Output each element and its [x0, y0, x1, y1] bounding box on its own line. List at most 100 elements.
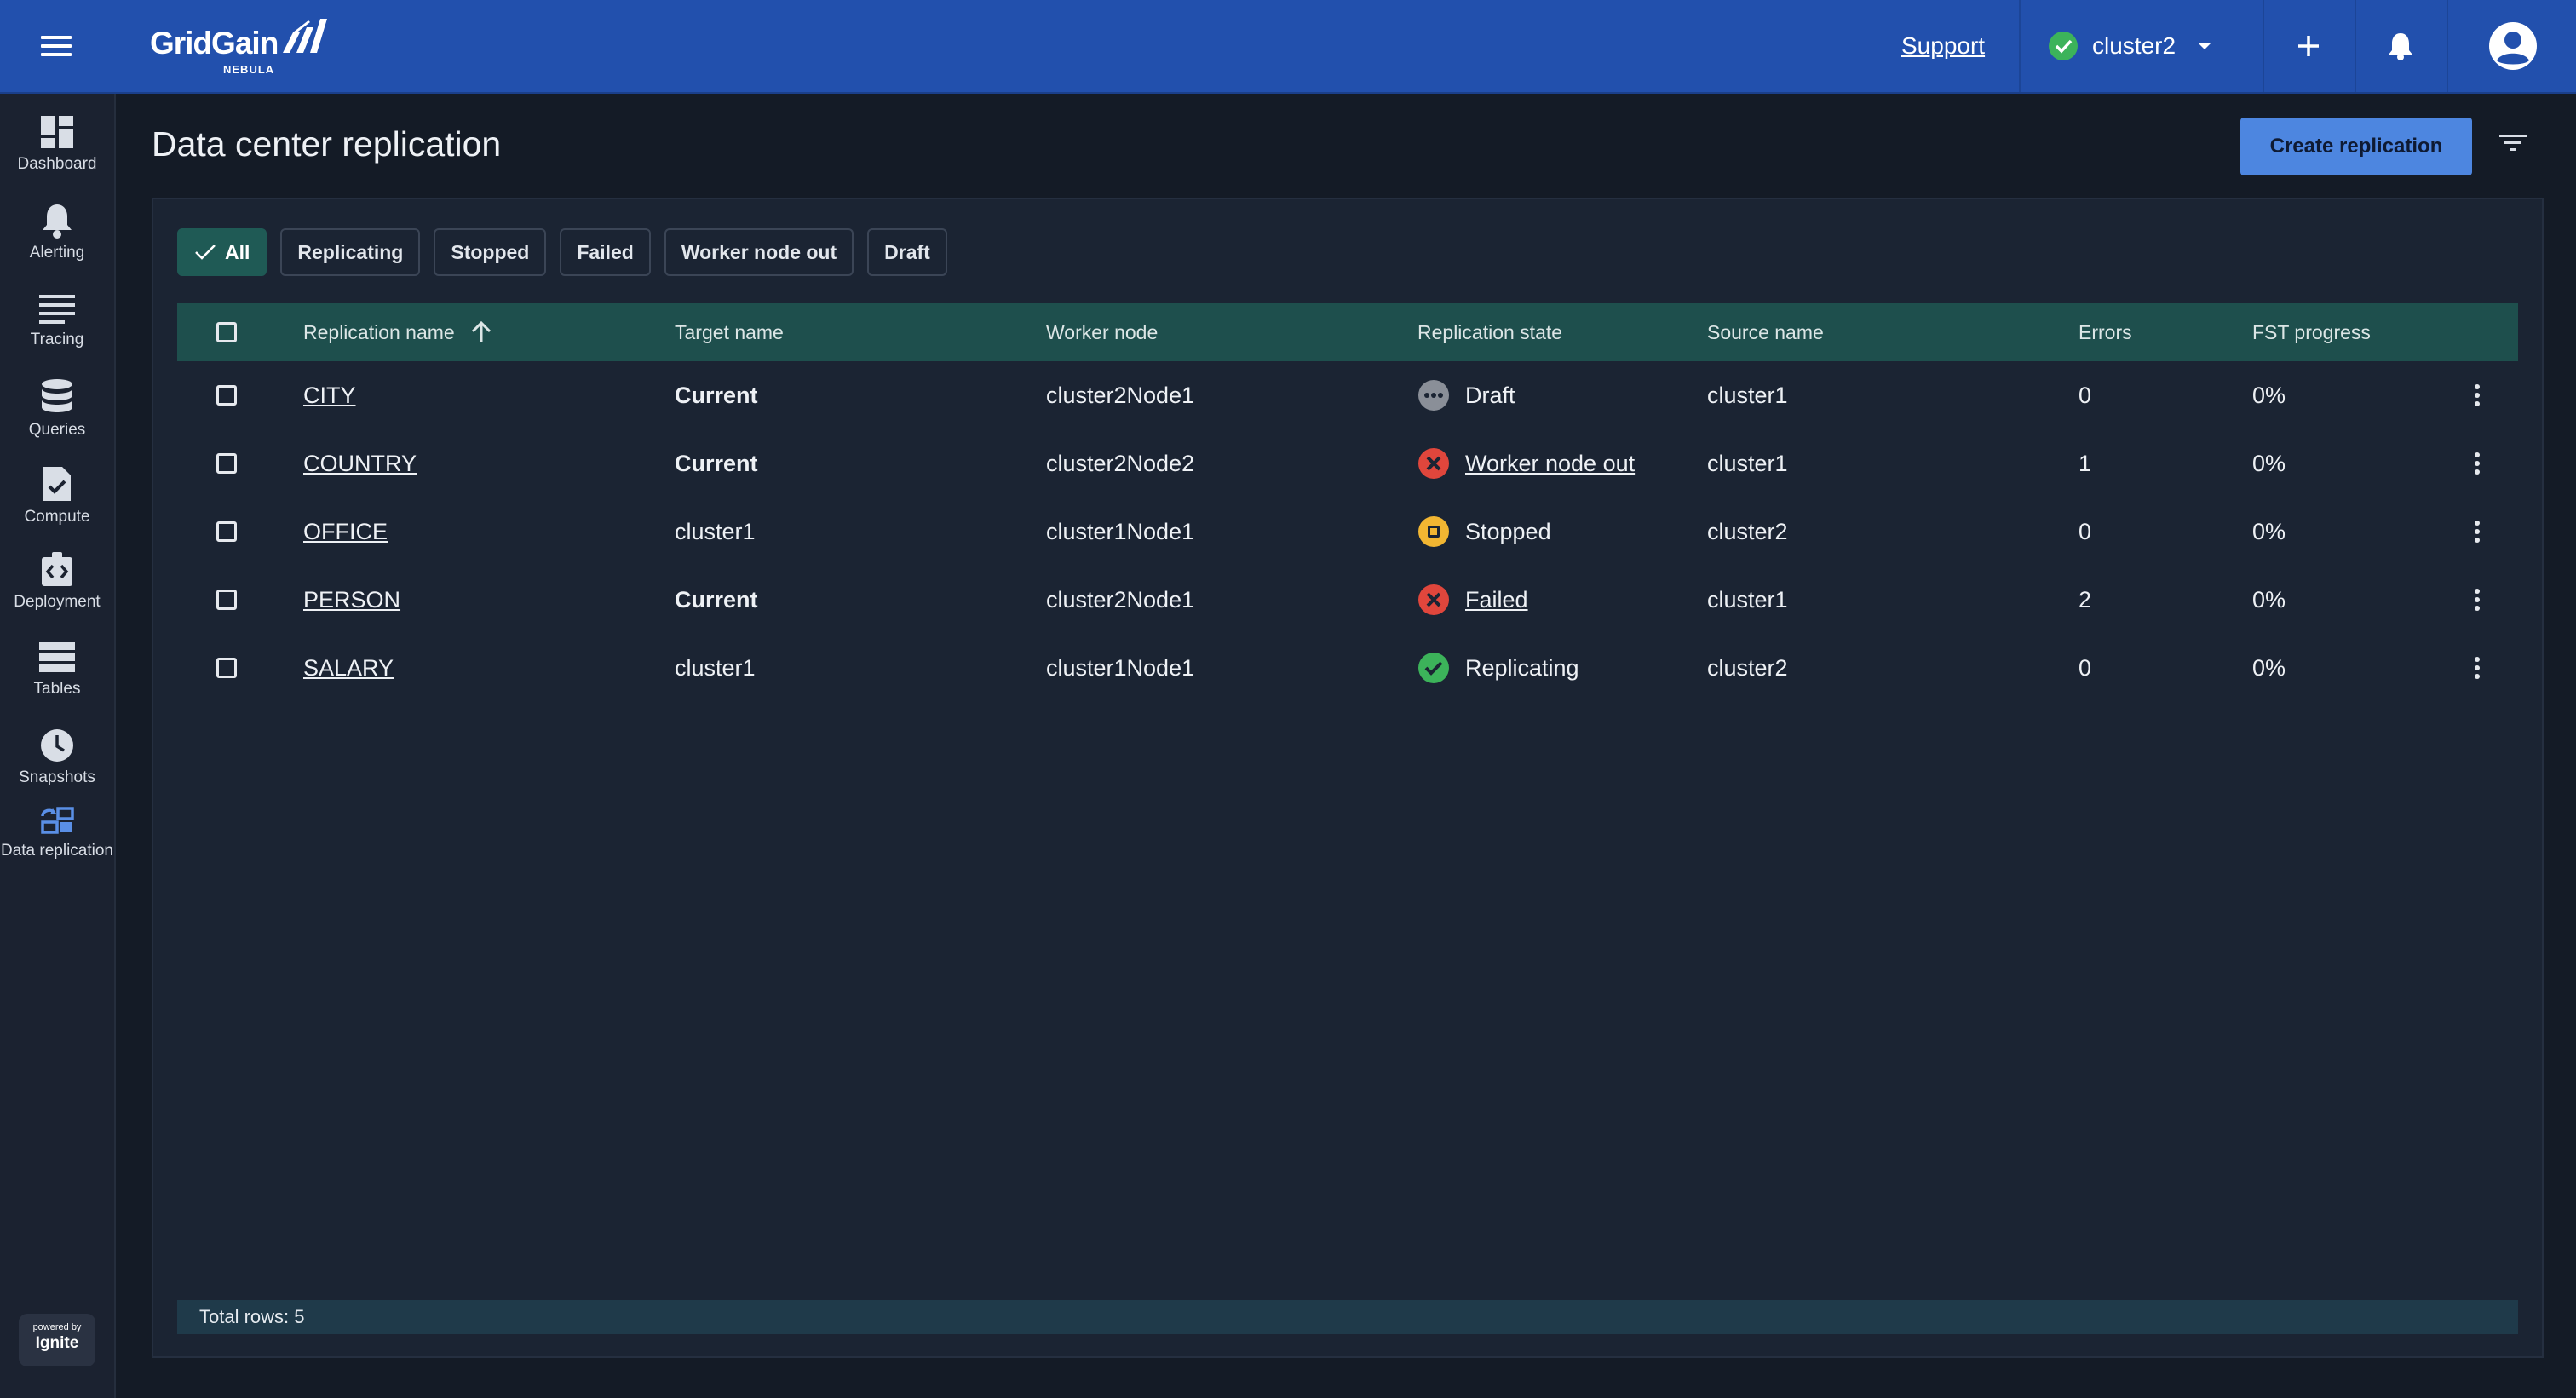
ignite-brand: Ignite [35, 1334, 79, 1352]
add-icon[interactable] [2286, 24, 2331, 68]
column-header-replication-state[interactable]: Replication state [1417, 303, 1562, 361]
row-checkbox[interactable] [216, 385, 237, 406]
row-actions-kebab-icon[interactable] [2474, 429, 2481, 498]
divider [2019, 0, 2021, 92]
row-checkbox[interactable] [216, 590, 237, 610]
cluster-name: cluster2 [2092, 32, 2176, 59]
replication-state: Stopped [1417, 498, 1551, 566]
check-circle-icon [2049, 32, 2078, 60]
chip-label: Failed [577, 240, 634, 263]
sidebar-item-tables[interactable]: Tables [0, 641, 114, 699]
sidebar-item-label: Tracing [30, 331, 84, 348]
replication-name-link[interactable]: OFFICE [303, 518, 388, 544]
column-header-fst-progress[interactable]: FST progress [2252, 303, 2371, 361]
powered-by-ignite-logo[interactable]: powered by Ignite [19, 1314, 95, 1366]
deployment-icon [42, 552, 72, 586]
table-footer: Total rows: 5 [177, 1300, 2518, 1334]
filter-icon[interactable] [2499, 133, 2527, 153]
errors-count: 0 [2079, 382, 2092, 408]
worker-node: cluster2Node2 [1046, 450, 1195, 476]
sidebar-item-queries[interactable]: Queries [0, 378, 114, 440]
target-name: Current [675, 450, 758, 476]
logo-text: GridGain [150, 26, 279, 60]
fst-progress: 0% [2252, 654, 2286, 681]
dashboard-icon [41, 116, 73, 148]
sidebar-item-compute[interactable]: Compute [0, 465, 114, 526]
state-link[interactable]: Worker node out [1465, 450, 1636, 476]
replication-icon [41, 807, 74, 834]
sidebar-item-label: Snapshots [19, 768, 95, 786]
filter-chip-failed[interactable]: Failed [560, 228, 651, 276]
replication-state: Replicating [1417, 634, 1579, 702]
sidebar-item-deployment[interactable]: Deployment [0, 552, 114, 612]
sidebar-item-label: Data replication [0, 842, 114, 860]
sidebar-item-tracing[interactable]: Tracing [0, 291, 114, 349]
column-header-replication-name[interactable]: Replication name [303, 303, 492, 361]
row-actions-kebab-icon[interactable] [2474, 634, 2481, 702]
replication-table: Replication name Target name Worker node… [177, 303, 2518, 702]
table-row[interactable]: CITY Current cluster2Node1 Draft cluster… [177, 361, 2518, 429]
filter-chip-draft[interactable]: Draft [867, 228, 947, 276]
sidebar-item-alerting[interactable]: Alerting [0, 203, 114, 262]
source-name: cluster1 [1707, 586, 1788, 613]
filter-chip-replicating[interactable]: Replicating [280, 228, 421, 276]
select-all-checkbox[interactable] [216, 322, 237, 342]
notifications-bell-icon[interactable] [2378, 24, 2423, 68]
source-name: cluster1 [1707, 382, 1788, 408]
filter-chip-worker-node-out[interactable]: Worker node out [664, 228, 854, 276]
table-row[interactable]: OFFICE cluster1 cluster1Node1 Stopped cl… [177, 498, 2518, 566]
target-name: cluster1 [675, 518, 756, 544]
column-header-source-name[interactable]: Source name [1707, 303, 1824, 361]
draft-status-icon [1418, 380, 1449, 411]
column-header-target-name[interactable]: Target name [675, 303, 784, 361]
gridgain-logo[interactable]: GridGain NEBULA [150, 15, 337, 77]
column-header-label: Source name [1707, 320, 1824, 343]
column-header-worker-node[interactable]: Worker node [1046, 303, 1158, 361]
filter-chip-stopped[interactable]: Stopped [434, 228, 547, 276]
replication-name-link[interactable]: SALARY [303, 654, 394, 681]
column-header-label: Errors [2079, 320, 2132, 343]
compute-icon [43, 467, 71, 501]
menu-icon[interactable] [41, 31, 72, 61]
divider [2355, 0, 2356, 92]
table-row[interactable]: COUNTRY Current cluster2Node2 Worker nod… [177, 429, 2518, 498]
column-header-label: Replication name [303, 320, 455, 343]
filter-chip-all[interactable]: All [177, 228, 267, 276]
table-row[interactable]: SALARY cluster1 cluster1Node1 Replicatin… [177, 634, 2518, 702]
state-link[interactable]: Failed [1465, 586, 1528, 613]
cluster-selector[interactable]: cluster2 [2048, 24, 2213, 68]
chip-label: Replicating [297, 240, 404, 263]
create-replication-button[interactable]: Create replication [2240, 118, 2472, 175]
clock-icon [41, 729, 73, 762]
column-header-errors[interactable]: Errors [2079, 303, 2132, 361]
row-actions-kebab-icon[interactable] [2474, 361, 2481, 429]
sidebar-item-snapshots[interactable]: Snapshots [0, 728, 114, 787]
row-checkbox[interactable] [216, 658, 237, 678]
chevron-down-icon [2198, 43, 2212, 49]
row-checkbox[interactable] [216, 453, 237, 474]
error-status-icon [1418, 448, 1449, 479]
row-actions-kebab-icon[interactable] [2474, 498, 2481, 566]
source-name: cluster1 [1707, 450, 1788, 476]
sidebar-item-data-replication[interactable]: Data replication [0, 806, 114, 860]
sidebar-item-label: Alerting [29, 244, 85, 262]
account-avatar-icon[interactable] [2487, 20, 2539, 72]
replication-name-link[interactable]: CITY [303, 382, 356, 408]
table-row[interactable]: PERSON Current cluster2Node1 Failed clus… [177, 566, 2518, 634]
row-actions-kebab-icon[interactable] [2474, 566, 2481, 634]
replication-name-link[interactable]: COUNTRY [303, 450, 417, 476]
replication-name-link[interactable]: PERSON [303, 586, 401, 613]
source-name: cluster2 [1707, 518, 1788, 544]
row-select-cell [216, 498, 237, 566]
row-select-cell [216, 566, 237, 634]
replication-state: Draft [1417, 361, 1515, 429]
replicating-status-icon [1418, 653, 1449, 683]
sort-ascending-icon [471, 320, 491, 342]
database-icon [42, 379, 72, 412]
support-link[interactable]: Support [1901, 32, 1986, 59]
source-name: cluster2 [1707, 654, 1788, 681]
worker-node: cluster1Node1 [1046, 654, 1195, 681]
row-checkbox[interactable] [216, 521, 237, 542]
sidebar-item-dashboard[interactable]: Dashboard [0, 114, 114, 174]
fst-progress: 0% [2252, 518, 2286, 544]
